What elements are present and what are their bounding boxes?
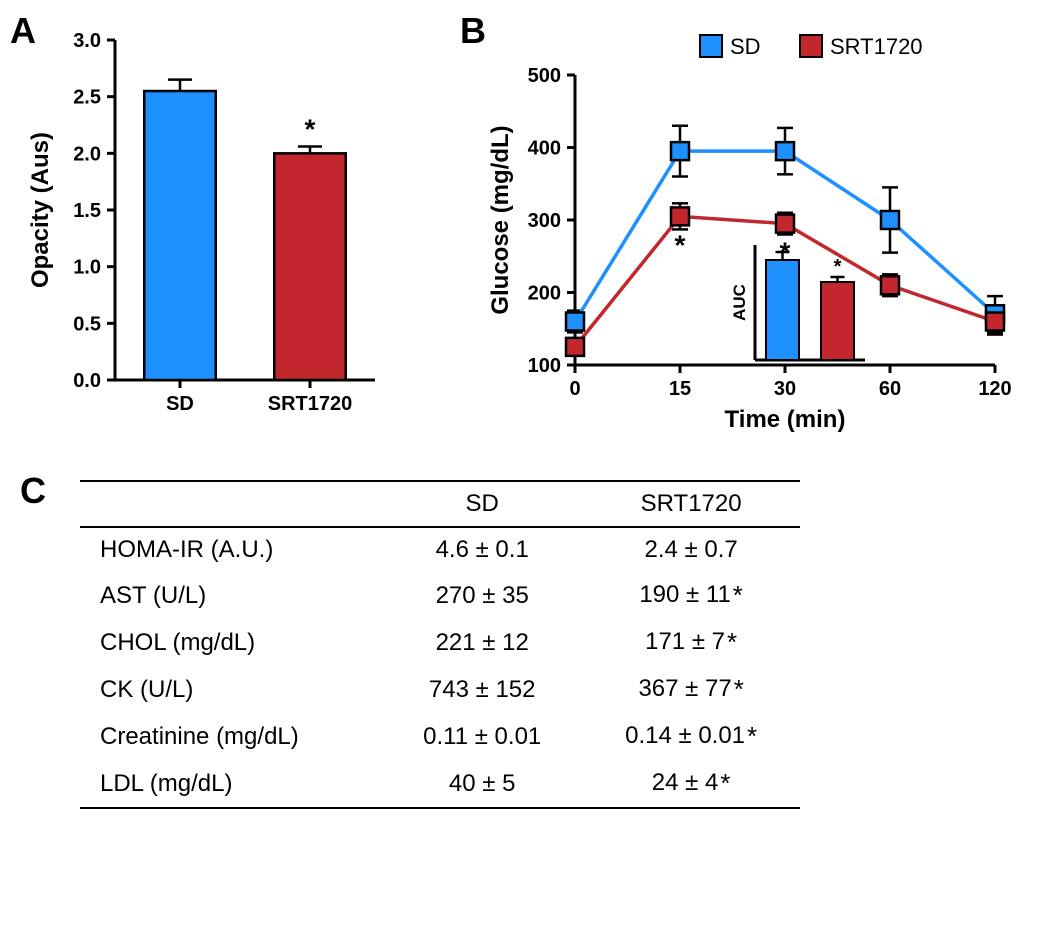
svg-text:SD: SD <box>166 393 194 415</box>
svg-text:1.0: 1.0 <box>73 257 101 279</box>
row-sd: 743 ± 152 <box>382 666 582 713</box>
svg-text:2.5: 2.5 <box>73 87 101 109</box>
row-srt: 190 ± 11* <box>582 572 800 619</box>
row-sd: 270 ± 35 <box>382 572 582 619</box>
table-row: HOMA-IR (A.U.)4.6 ± 0.12.4 ± 0.7 <box>80 527 800 572</box>
svg-text:0: 0 <box>569 378 580 400</box>
sig-icon: * <box>720 768 730 798</box>
row-label: Creatinine (mg/dL) <box>80 713 382 760</box>
row-srt: 0.14 ± 0.01* <box>582 713 800 760</box>
panel-a-label: A <box>10 10 36 52</box>
svg-text:0.0: 0.0 <box>73 370 101 392</box>
panel-b-chart: SD SRT1720 100 200 300 400 500 Glucose (mg/dL) 0… <box>480 20 1040 440</box>
row-srt: 367 ± 77* <box>582 666 800 713</box>
sig-icon: * <box>727 627 737 657</box>
figure-container: A 0.00.51.01.52.02.53.0Opacity (Aus)SDSR… <box>20 20 1030 809</box>
table-header: SRT1720 <box>582 481 800 527</box>
svg-text:3.0: 3.0 <box>73 30 101 52</box>
svg-text:SRT1720: SRT1720 <box>268 393 353 415</box>
row-srt: 24 ± 4* <box>582 760 800 808</box>
svg-text:Glucose (mg/dL): Glucose (mg/dL) <box>487 125 514 314</box>
table-header: SD <box>382 481 582 527</box>
panel-c-table: SDSRT1720 HOMA-IR (A.U.)4.6 ± 0.12.4 ± 0… <box>80 480 800 809</box>
row-sd: 40 ± 5 <box>382 760 582 808</box>
row-label: AST (U/L) <box>80 572 382 619</box>
panel-c-label: C <box>20 470 46 512</box>
row-sd: 0.11 ± 0.01 <box>382 713 582 760</box>
sig-icon: * <box>733 580 743 610</box>
sig-icon: * <box>747 721 757 751</box>
row-sd: 221 ± 12 <box>382 619 582 666</box>
top-row: A 0.00.51.01.52.02.53.0Opacity (Aus)SDSR… <box>20 20 1030 440</box>
svg-text:400: 400 <box>528 138 561 160</box>
svg-text:100: 100 <box>528 355 561 377</box>
panel-a-chart: 0.0 0.5 1.0 1.5 2.0 2.5 3.0 Opacity (Aus) SD SRT1… <box>20 20 420 440</box>
row-sd: 4.6 ± 0.1 <box>382 527 582 572</box>
svg-text:SD: SD <box>730 34 761 59</box>
table-row: CK (U/L)743 ± 152367 ± 77* <box>80 666 800 713</box>
row-label: LDL (mg/dL) <box>80 760 382 808</box>
panel-b: B SDSRT1720100200300400500Glucose (mg/dL… <box>480 20 1030 440</box>
svg-text:200: 200 <box>528 283 561 305</box>
row-srt: 2.4 ± 0.7 <box>582 527 800 572</box>
svg-text:300: 300 <box>528 210 561 232</box>
row-label: CK (U/L) <box>80 666 382 713</box>
svg-text:*: * <box>834 256 842 278</box>
svg-text:15: 15 <box>669 378 691 400</box>
svg-text:Opacity (Aus): Opacity (Aus) <box>27 132 54 288</box>
table-row: AST (U/L)270 ± 35190 ± 11* <box>80 572 800 619</box>
svg-text:SRT1720: SRT1720 <box>830 34 923 59</box>
svg-text:1.5: 1.5 <box>73 200 101 222</box>
panel-c: C SDSRT1720 HOMA-IR (A.U.)4.6 ± 0.12.4 ±… <box>80 480 880 809</box>
svg-text:60: 60 <box>879 378 901 400</box>
panel-b-label: B <box>460 10 486 52</box>
svg-text:500: 500 <box>528 65 561 87</box>
table-row: Creatinine (mg/dL)0.11 ± 0.010.14 ± 0.01… <box>80 713 800 760</box>
table-header <box>80 481 382 527</box>
row-srt: 171 ± 7* <box>582 619 800 666</box>
svg-text:AUC: AUC <box>730 284 749 321</box>
svg-text:0.5: 0.5 <box>73 313 101 335</box>
table-row: CHOL (mg/dL)221 ± 12171 ± 7* <box>80 619 800 666</box>
row-label: HOMA-IR (A.U.) <box>80 527 382 572</box>
svg-text:120: 120 <box>978 378 1011 400</box>
sig-icon: * <box>734 674 744 704</box>
panel-a: A 0.00.51.01.52.02.53.0Opacity (Aus)SDSR… <box>20 20 420 440</box>
svg-text:2.0: 2.0 <box>73 143 101 165</box>
svg-text:*: * <box>305 114 316 145</box>
svg-text:*: * <box>675 229 686 260</box>
row-label: CHOL (mg/dL) <box>80 619 382 666</box>
svg-text:Time (min): Time (min) <box>725 406 846 433</box>
table-row: LDL (mg/dL)40 ± 524 ± 4* <box>80 760 800 808</box>
svg-text:30: 30 <box>774 378 796 400</box>
